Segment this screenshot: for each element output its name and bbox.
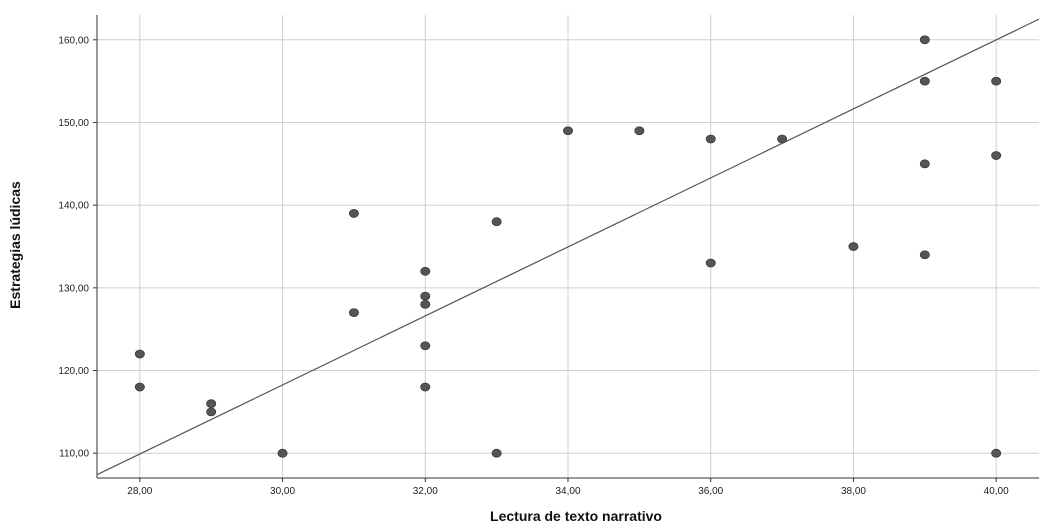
data-point	[991, 151, 1002, 160]
data-point	[420, 341, 431, 351]
y-tick-label: 160,00	[58, 35, 89, 46]
x-tick-label: 40,00	[984, 486, 1009, 497]
data-point	[277, 448, 288, 458]
data-point	[919, 76, 930, 86]
data-point	[563, 126, 574, 136]
y-tick-label: 130,00	[58, 283, 89, 294]
x-tick-label: 28,00	[127, 486, 152, 497]
data-point	[134, 382, 145, 392]
data-point	[206, 407, 217, 417]
data-point	[705, 258, 716, 268]
fit-line	[96, 18, 1040, 476]
data-point	[420, 299, 431, 309]
data-point	[348, 308, 359, 318]
data-point	[491, 217, 502, 227]
y-tick-label: 150,00	[58, 118, 89, 129]
data-point	[491, 448, 502, 458]
y-tick-label: 140,00	[58, 201, 89, 212]
data-point	[919, 250, 930, 260]
data-point	[991, 448, 1002, 458]
y-axis-title: Estrategias lúdicas	[7, 181, 23, 309]
x-tick-label: 30,00	[270, 486, 295, 497]
data-point	[919, 159, 930, 169]
data-point	[705, 134, 716, 144]
y-tick-label: 110,00	[59, 449, 89, 460]
data-point	[134, 349, 145, 359]
data-point	[420, 266, 431, 276]
x-tick-label: 36,00	[698, 486, 723, 497]
data-point	[848, 242, 859, 251]
data-point	[420, 291, 431, 301]
tick-labels: 28,00 30,00 32,00 34,00 36,00 38,00 40,00 110,0…	[58, 35, 1009, 497]
data-point	[634, 126, 645, 136]
y-tick-label: 120,00	[58, 366, 89, 377]
data-point	[919, 35, 930, 45]
axes	[93, 15, 1039, 482]
data-point	[348, 209, 359, 218]
x-tick-label: 38,00	[841, 486, 866, 497]
data-point	[420, 382, 431, 392]
fit-line-layer	[96, 18, 1040, 476]
x-axis-title: Lectura de texto narrativo	[490, 508, 662, 524]
data-point	[206, 399, 217, 408]
data-points	[134, 35, 1002, 458]
x-tick-label: 34,00	[555, 486, 580, 497]
data-point	[777, 134, 788, 144]
x-tick-label: 32,00	[413, 486, 438, 497]
data-point	[991, 76, 1002, 86]
